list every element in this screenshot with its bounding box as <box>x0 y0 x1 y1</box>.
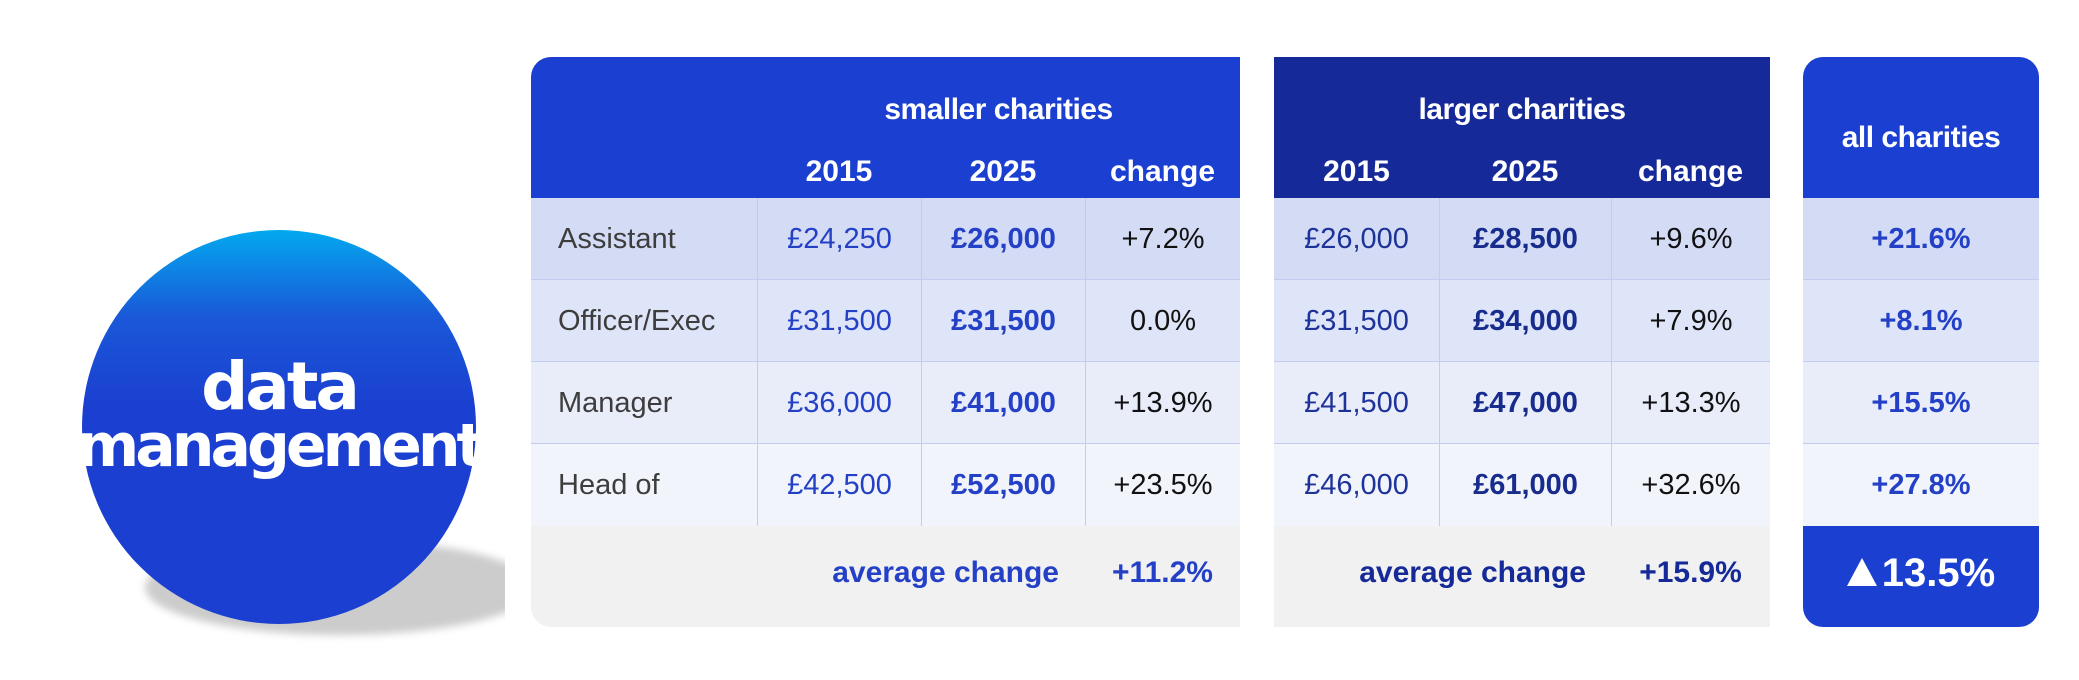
smaller-col-2015: 2015 <box>805 155 873 188</box>
salary-change: +32.6% <box>1611 444 1770 526</box>
salary-2025: £61,000 <box>1439 444 1611 526</box>
smaller-title: smaller charities <box>884 93 1113 126</box>
salary-2015: £41,500 <box>1304 387 1409 419</box>
salary-change: +7.9% <box>1611 280 1770 362</box>
combined-change: +8.1% <box>1879 305 1963 337</box>
larger-header: larger charities 2015 2025 change <box>1274 57 1770 198</box>
salary-2025: £34,000 <box>1439 280 1611 362</box>
table-row: Officer/Exec £31,500 £31,500 0.0% <box>531 280 1240 362</box>
larger-col-2015: 2015 <box>1323 155 1390 188</box>
salary-change: +7.2% <box>1085 198 1240 280</box>
salary-2025: £31,500 <box>921 280 1085 362</box>
salary-2015: £31,500 <box>1304 305 1409 337</box>
salary-change: +9.6% <box>1611 198 1770 280</box>
larger-col-change: change <box>1637 155 1744 188</box>
average-change-label: average change <box>1359 556 1586 589</box>
table-row: +21.6% <box>1803 198 2039 280</box>
larger-title: larger charities <box>1418 93 1626 126</box>
combined-change: +21.6% <box>1871 223 1971 255</box>
table-row: £41,500 £47,000 +13.3% <box>1274 362 1770 444</box>
salary-2015: £42,500 <box>757 444 921 526</box>
all-header: all charities <box>1803 57 2039 198</box>
all-title: all charities <box>1841 121 2001 154</box>
all-charities-panel: all charities +21.6% +8.1% +15.5% +27.8%… <box>1803 57 2039 627</box>
larger-col-2025: 2025 <box>1491 155 1559 188</box>
larger-charities-panel: larger charities 2015 2025 change £26,00… <box>1274 57 1770 627</box>
salary-2015: £36,000 <box>757 362 921 444</box>
combined-change: +15.5% <box>1871 387 1971 419</box>
table-row: £31,500 £34,000 +7.9% <box>1274 280 1770 362</box>
overall-change-value: 13.5% <box>1881 550 1996 595</box>
all-footer: 13.5% <box>1803 526 2039 627</box>
smaller-col-2025: 2025 <box>969 155 1037 188</box>
salary-2025: £26,000 <box>921 198 1085 280</box>
average-change-value: +15.9% <box>1639 556 1742 589</box>
category-badge: data management <box>77 230 485 624</box>
smaller-header: smaller charities 2015 2025 change <box>531 57 1240 198</box>
combined-change: +27.8% <box>1871 469 1971 501</box>
salary-2025: £28,500 <box>1439 198 1611 280</box>
salary-change: +23.5% <box>1085 444 1240 526</box>
salary-change: 0.0% <box>1085 280 1240 362</box>
table-row: Assistant £24,250 £26,000 +7.2% <box>531 198 1240 280</box>
badge-line-2: management <box>76 411 485 481</box>
role-label: Manager <box>558 387 673 419</box>
salary-2015: £24,250 <box>757 198 921 280</box>
role-label: Head of <box>558 469 660 501</box>
salary-2015: £46,000 <box>1304 469 1409 501</box>
salary-2025: £47,000 <box>1439 362 1611 444</box>
larger-footer: average change +15.9% <box>1274 526 1770 627</box>
average-change-label: average change <box>832 556 1059 589</box>
salary-change: +13.9% <box>1085 362 1240 444</box>
table-row: +8.1% <box>1803 280 2039 362</box>
smaller-charities-panel: smaller charities 2015 2025 change Assis… <box>531 57 1240 627</box>
salary-change: +13.3% <box>1611 362 1770 444</box>
salary-2015: £26,000 <box>1304 223 1409 255</box>
overall-change: 13.5% <box>1803 526 2039 620</box>
role-label: Officer/Exec <box>558 305 716 337</box>
salary-2015: £31,500 <box>757 280 921 362</box>
smaller-col-change: change <box>1109 155 1216 188</box>
table-row: Manager £36,000 £41,000 +13.9% <box>531 362 1240 444</box>
up-triangle-icon <box>1846 558 1877 586</box>
table-row: £46,000 £61,000 +32.6% <box>1274 444 1770 526</box>
smaller-footer: average change +11.2% <box>531 526 1240 627</box>
average-change-value: +11.2% <box>1112 556 1213 589</box>
salary-2025: £41,000 <box>921 362 1085 444</box>
role-label: Assistant <box>558 223 676 255</box>
salary-2025: £52,500 <box>921 444 1085 526</box>
table-row: +15.5% <box>1803 362 2039 444</box>
badge-line-1: data <box>201 348 360 425</box>
table-row: Head of £42,500 £52,500 +23.5% <box>531 444 1240 526</box>
table-row: £26,000 £28,500 +9.6% <box>1274 198 1770 280</box>
table-row: +27.8% <box>1803 444 2039 526</box>
